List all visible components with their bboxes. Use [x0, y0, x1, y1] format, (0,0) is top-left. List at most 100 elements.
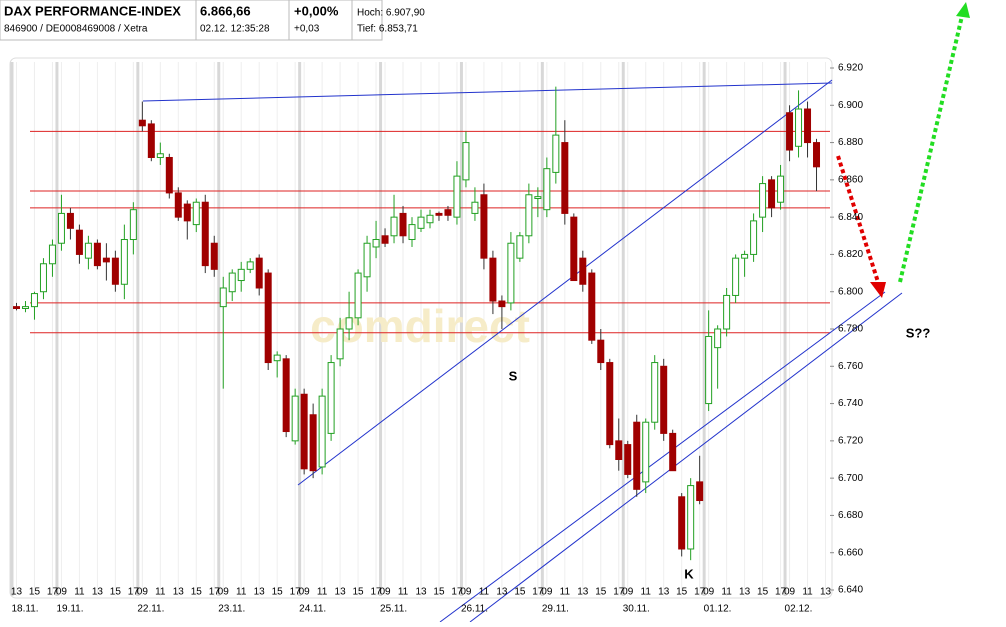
candle-body: [120, 239, 128, 285]
candle-body: [795, 108, 803, 147]
candle-body: [237, 268, 245, 282]
arrow-down: [836, 155, 880, 283]
candle-body: [183, 203, 191, 222]
y-tick-label: 6.900: [838, 100, 863, 111]
candle-body: [723, 294, 731, 330]
candle-body: [624, 444, 632, 475]
candle-body: [678, 496, 686, 550]
candle-body: [138, 119, 146, 127]
candle-body: [642, 421, 650, 483]
candle-body: [156, 153, 164, 158]
trend-line: [469, 292, 903, 623]
arrow-head: [870, 282, 886, 298]
x-tick-label: 13: [415, 587, 427, 598]
x-tick-label: 11: [721, 587, 732, 598]
x-tick-label: 13: [739, 587, 751, 598]
candle-body: [588, 272, 596, 341]
x-tick-label: 09: [784, 587, 796, 598]
x-tick-label: 17: [370, 587, 382, 598]
candle-body: [48, 244, 56, 265]
x-tick-label: 17: [451, 587, 463, 598]
candle-body: [651, 362, 659, 423]
price: 6.866,66: [200, 3, 251, 18]
x-tick-label: 17: [47, 587, 59, 598]
candle-body: [606, 362, 614, 446]
candle-body: [327, 362, 335, 434]
candle-body: [201, 201, 209, 267]
y-tick-label: 6.880: [838, 137, 863, 148]
candle-body: [129, 209, 137, 241]
x-tick-label: 11: [802, 587, 813, 598]
candle-body: [768, 179, 776, 209]
candle-body: [246, 261, 254, 270]
header-box: [0, 0, 383, 41]
candle-body: [336, 328, 344, 360]
y-tick-label: 6.680: [838, 510, 863, 521]
candle-body: [732, 257, 740, 296]
x-tick-label: 09: [137, 587, 149, 598]
candle-body: [507, 242, 515, 304]
candle-body: [255, 257, 263, 289]
candle-body: [525, 194, 533, 237]
day-label: 02.12.: [785, 604, 813, 615]
x-tick-label: 13: [577, 587, 589, 598]
candle-body: [390, 216, 398, 237]
y-tick-label: 6.860: [838, 174, 863, 185]
y-tick-label: 6.740: [838, 398, 863, 409]
candle-body: [219, 287, 227, 308]
candle-body: [21, 306, 29, 309]
x-tick-label: 13: [254, 587, 266, 598]
candle-body: [471, 201, 479, 214]
trend-lines: [142, 79, 903, 623]
candle-body: [165, 156, 173, 194]
x-tick-label: 15: [433, 587, 445, 598]
x-tick-label: 09: [460, 587, 472, 598]
time: 02.12. 12:35:28: [200, 24, 270, 35]
candles: [12, 86, 821, 561]
candle-body: [372, 239, 380, 248]
candle-body: [534, 196, 542, 199]
day-label: 19.11.: [56, 604, 83, 615]
day-label: 22.11.: [137, 604, 164, 615]
candle-body: [417, 216, 425, 229]
x-tick-label: 09: [218, 587, 230, 598]
candle-body: [597, 339, 605, 364]
y-tick-label: 6.660: [838, 547, 863, 558]
levels: [30, 130, 830, 334]
candle-body: [696, 481, 704, 502]
candle-body: [687, 485, 695, 550]
candle-body: [282, 358, 290, 433]
x-tick-label: 15: [757, 587, 769, 598]
trend-line: [142, 82, 833, 102]
x-tick-label: 11: [479, 587, 490, 598]
y-tick-label: 6.840: [838, 212, 863, 223]
candle-body: [39, 263, 47, 293]
y-tick-label: 6.760: [838, 361, 863, 372]
candle-body: [552, 134, 560, 173]
x-tick-label: 15: [110, 587, 122, 598]
candle-body: [804, 108, 812, 144]
candle-body: [462, 142, 470, 181]
annotation: K: [684, 566, 694, 581]
candle-body: [174, 192, 182, 218]
x-tick-label: 15: [595, 587, 607, 598]
candle-body: [57, 212, 65, 244]
candle-body: [84, 242, 92, 259]
candle-body: [30, 293, 38, 308]
x-tick-label: 11: [236, 587, 247, 598]
day-label: 18.11.: [11, 604, 38, 615]
candle-body: [570, 216, 578, 282]
candle-body: [354, 272, 362, 319]
x-tick-label: 17: [694, 587, 706, 598]
x-tick-label: 11: [317, 587, 328, 598]
candle-body: [786, 112, 794, 151]
candle-body: [66, 212, 74, 229]
trend-line: [439, 291, 886, 623]
candle-body: [435, 212, 443, 216]
change-pct: +0,00%: [294, 3, 339, 18]
trend-line: [297, 79, 833, 486]
candle-body: [264, 272, 272, 364]
candle-body: [273, 354, 281, 362]
day-label: 26.11.: [461, 604, 488, 615]
